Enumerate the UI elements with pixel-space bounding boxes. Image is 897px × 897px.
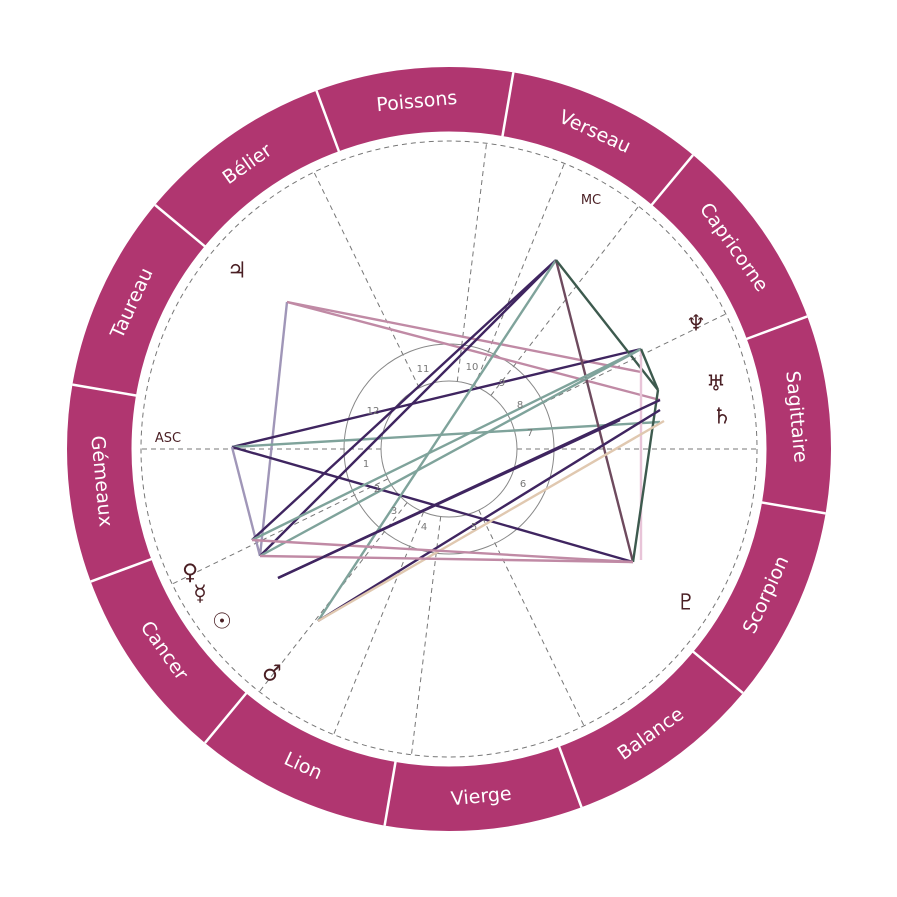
house-cusp — [410, 516, 442, 755]
aspect-line — [259, 259, 557, 557]
aspect-line — [631, 389, 660, 563]
neptune-icon: ♆ — [686, 312, 706, 337]
sign-divider — [691, 649, 744, 694]
house-cusp — [171, 478, 389, 585]
aspect-line — [554, 259, 635, 563]
house-number: 4 — [421, 522, 427, 533]
sign-divider — [315, 90, 341, 154]
sign-divider — [557, 744, 583, 808]
aspect-line — [259, 347, 642, 558]
aspect-line — [251, 259, 557, 541]
mc-label: MC — [581, 193, 601, 208]
house-outer-circle — [343, 343, 555, 555]
house-number: 6 — [520, 479, 526, 490]
aspect-line — [639, 348, 660, 391]
aspect-line — [251, 538, 634, 564]
mars-icon: ♂ — [262, 662, 282, 687]
aspect-line — [286, 300, 661, 402]
aspect-line — [251, 347, 642, 542]
house-number: 7 — [527, 428, 533, 439]
aspect-line — [231, 420, 661, 449]
uranus-icon: ♅ — [706, 372, 726, 397]
house-number: 2 — [374, 484, 380, 495]
sign-divider — [72, 383, 138, 397]
aspect-line — [231, 347, 642, 449]
asc-label: ASC — [155, 431, 181, 446]
sign-divider — [744, 315, 808, 341]
aspect-line — [317, 419, 665, 623]
aspect-line — [317, 408, 661, 623]
aspect-line — [316, 259, 558, 622]
pluto-icon: ♇ — [676, 591, 696, 616]
house-number: 5 — [471, 522, 477, 533]
house-number: 10 — [466, 362, 479, 373]
aspect-line — [277, 418, 621, 580]
aspect-lines — [230, 259, 665, 623]
house-cusp — [490, 205, 640, 396]
jupiter-icon: ♃ — [227, 259, 247, 284]
house-cusp — [478, 509, 585, 727]
house-number: 3 — [391, 506, 397, 517]
house-inner-circle — [380, 380, 518, 518]
aspect-line — [231, 445, 634, 564]
cusp-lines — [140, 140, 758, 758]
aspect-line — [258, 301, 289, 557]
house-cusp — [474, 163, 565, 387]
house-circles — [343, 343, 555, 555]
sign-divider — [383, 760, 397, 826]
saturn-icon: ♄ — [712, 405, 732, 430]
dashed-circle — [140, 140, 758, 758]
sign-divider — [90, 557, 154, 583]
aspect-line — [555, 259, 659, 391]
venus-icon: ♀ — [182, 561, 198, 586]
house-number: 12 — [367, 406, 380, 417]
zodiac-ring: PoissonsVerseauCapricorneSagittaireScorp… — [67, 67, 831, 831]
sign-divider — [649, 154, 694, 207]
sign-divider — [204, 691, 249, 744]
house-number: 1 — [363, 459, 369, 470]
mercury-icon: ☿ — [193, 582, 207, 607]
house-number: 8 — [517, 400, 523, 411]
sign-divider — [501, 72, 515, 138]
house-number: 9 — [499, 378, 505, 389]
ring-band — [67, 67, 831, 831]
sign-divider — [154, 204, 207, 249]
house-number: 11 — [417, 364, 430, 375]
house-cusp — [456, 143, 488, 382]
sun-icon: ☉ — [212, 610, 232, 635]
house-cusp — [313, 171, 420, 389]
sign-divider — [760, 501, 826, 515]
